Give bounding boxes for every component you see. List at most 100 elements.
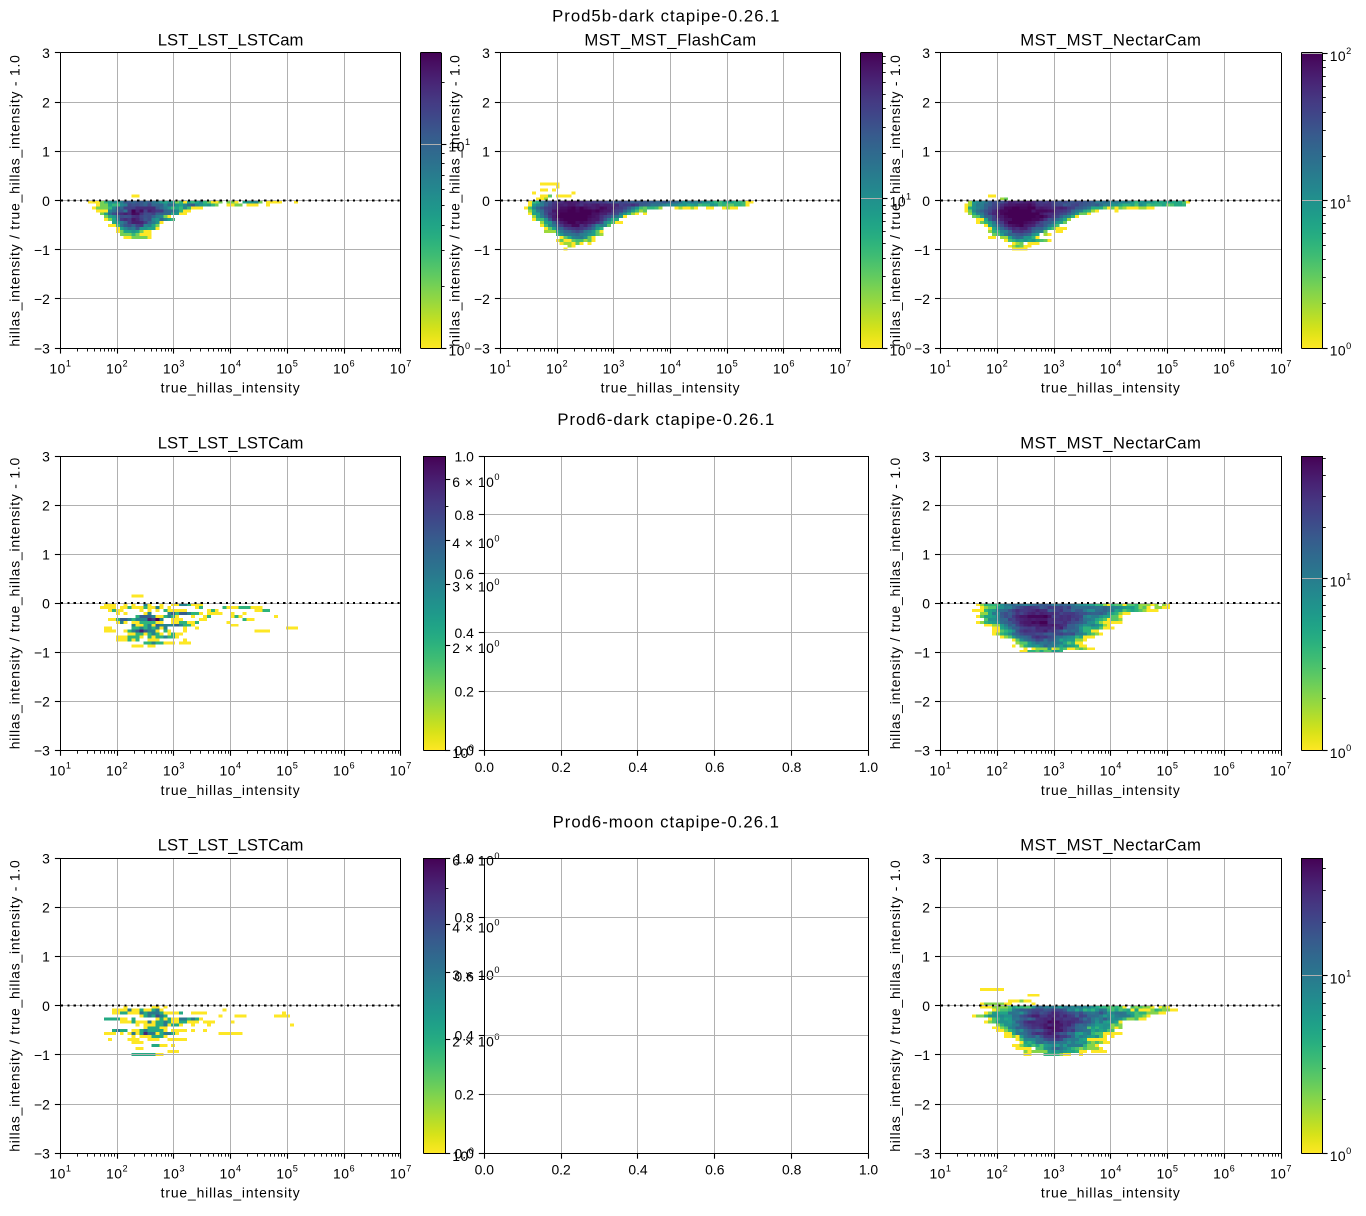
svg-text:0.8: 0.8 bbox=[782, 1162, 802, 1178]
svg-text:true_hillas_intensity: true_hillas_intensity bbox=[601, 380, 741, 396]
svg-text:−1: −1 bbox=[914, 242, 930, 258]
svg-text:1: 1 bbox=[42, 949, 50, 965]
svg-text:LST_LST_LSTCam: LST_LST_LSTCam bbox=[158, 434, 304, 453]
svg-text:103: 103 bbox=[163, 761, 185, 779]
svg-text:hillas_intensity / true_hillas: hillas_intensity / true_hillas_intensity… bbox=[887, 859, 903, 1151]
svg-text:2: 2 bbox=[922, 900, 930, 916]
svg-text:Prod6-dark ctapipe-0.26.1: Prod6-dark ctapipe-0.26.1 bbox=[557, 410, 775, 429]
svg-text:hillas_intensity / true_hillas: hillas_intensity / true_hillas_intensity… bbox=[7, 457, 23, 749]
svg-text:102: 102 bbox=[986, 1164, 1008, 1182]
svg-text:true_hillas_intensity: true_hillas_intensity bbox=[1041, 1185, 1181, 1201]
svg-text:1.0: 1.0 bbox=[859, 759, 879, 775]
svg-text:0: 0 bbox=[922, 193, 930, 209]
svg-text:−3: −3 bbox=[914, 1146, 930, 1162]
svg-text:true_hillas_intensity: true_hillas_intensity bbox=[161, 782, 301, 798]
svg-text:101: 101 bbox=[890, 192, 912, 210]
svg-text:0.2: 0.2 bbox=[454, 1087, 474, 1103]
svg-text:101: 101 bbox=[489, 359, 511, 377]
svg-text:0: 0 bbox=[42, 998, 50, 1014]
svg-text:−2: −2 bbox=[34, 1096, 50, 1112]
svg-text:LST_LST_LSTCam: LST_LST_LSTCam bbox=[158, 31, 304, 50]
svg-text:−1: −1 bbox=[34, 242, 50, 258]
svg-text:1.0: 1.0 bbox=[454, 850, 474, 866]
svg-text:true_hillas_intensity: true_hillas_intensity bbox=[161, 1185, 301, 1201]
svg-text:101: 101 bbox=[929, 761, 951, 779]
svg-text:103: 103 bbox=[163, 359, 185, 377]
svg-text:2: 2 bbox=[482, 94, 490, 110]
svg-text:106: 106 bbox=[773, 359, 795, 377]
svg-text:105: 105 bbox=[716, 359, 738, 377]
svg-text:1: 1 bbox=[42, 546, 50, 562]
svg-text:−2: −2 bbox=[914, 694, 930, 710]
svg-text:Prod5b-dark ctapipe-0.26.1: Prod5b-dark ctapipe-0.26.1 bbox=[552, 7, 780, 26]
svg-text:105: 105 bbox=[1156, 761, 1178, 779]
svg-text:6 × 100: 6 × 100 bbox=[452, 851, 500, 869]
svg-text:true_hillas_intensity: true_hillas_intensity bbox=[1041, 782, 1181, 798]
svg-text:100: 100 bbox=[452, 743, 474, 761]
svg-text:0.6: 0.6 bbox=[705, 759, 725, 775]
svg-text:hillas_intensity / true_hillas: hillas_intensity / true_hillas_intensity… bbox=[447, 54, 463, 346]
svg-text:MST_MST_NectarCam: MST_MST_NectarCam bbox=[1020, 31, 1201, 50]
svg-text:−3: −3 bbox=[34, 743, 50, 759]
svg-text:102: 102 bbox=[546, 359, 568, 377]
svg-text:102: 102 bbox=[986, 359, 1008, 377]
svg-text:0.2: 0.2 bbox=[551, 759, 571, 775]
svg-text:104: 104 bbox=[220, 761, 242, 779]
svg-text:107: 107 bbox=[1270, 359, 1292, 377]
svg-text:1: 1 bbox=[922, 949, 930, 965]
svg-text:102: 102 bbox=[106, 1164, 128, 1182]
svg-text:101: 101 bbox=[1330, 194, 1352, 212]
svg-text:0.2: 0.2 bbox=[454, 684, 474, 700]
svg-text:0.8: 0.8 bbox=[454, 909, 474, 925]
svg-text:107: 107 bbox=[390, 1164, 412, 1182]
svg-text:2: 2 bbox=[922, 497, 930, 513]
svg-text:2 × 100: 2 × 100 bbox=[452, 638, 500, 656]
svg-text:LST_LST_LSTCam: LST_LST_LSTCam bbox=[158, 836, 304, 855]
svg-text:0.0: 0.0 bbox=[454, 743, 474, 759]
svg-text:105: 105 bbox=[276, 761, 298, 779]
svg-text:Prod6-moon ctapipe-0.26.1: Prod6-moon ctapipe-0.26.1 bbox=[553, 812, 780, 831]
svg-text:101: 101 bbox=[929, 1164, 951, 1182]
svg-text:105: 105 bbox=[276, 1164, 298, 1182]
svg-text:−3: −3 bbox=[474, 340, 490, 356]
svg-text:3: 3 bbox=[42, 850, 50, 866]
svg-text:0: 0 bbox=[482, 193, 490, 209]
svg-text:103: 103 bbox=[163, 1164, 185, 1182]
svg-text:6 × 100: 6 × 100 bbox=[452, 472, 500, 490]
svg-text:0.0: 0.0 bbox=[454, 1146, 474, 1162]
svg-text:106: 106 bbox=[333, 1164, 355, 1182]
svg-text:−3: −3 bbox=[34, 1146, 50, 1162]
svg-text:106: 106 bbox=[1213, 359, 1235, 377]
svg-text:0.0: 0.0 bbox=[475, 759, 495, 775]
svg-text:hillas_intensity / true_hillas: hillas_intensity / true_hillas_intensity… bbox=[7, 859, 23, 1151]
svg-text:100: 100 bbox=[890, 341, 912, 359]
svg-text:101: 101 bbox=[49, 1164, 71, 1182]
svg-text:MST_MST_NectarCam: MST_MST_NectarCam bbox=[1020, 434, 1201, 453]
svg-text:−2: −2 bbox=[914, 291, 930, 307]
svg-text:107: 107 bbox=[1270, 761, 1292, 779]
svg-text:102: 102 bbox=[1330, 46, 1352, 64]
svg-text:102: 102 bbox=[106, 359, 128, 377]
svg-text:0.4: 0.4 bbox=[628, 759, 648, 775]
svg-text:103: 103 bbox=[1043, 761, 1065, 779]
svg-text:1.0: 1.0 bbox=[454, 448, 474, 464]
svg-text:106: 106 bbox=[1213, 1164, 1235, 1182]
svg-text:100: 100 bbox=[1330, 1146, 1352, 1164]
svg-text:−2: −2 bbox=[34, 291, 50, 307]
svg-text:1.0: 1.0 bbox=[859, 1162, 879, 1178]
svg-text:3: 3 bbox=[922, 850, 930, 866]
svg-text:106: 106 bbox=[333, 359, 355, 377]
svg-text:3: 3 bbox=[42, 45, 50, 61]
svg-text:102: 102 bbox=[986, 761, 1008, 779]
svg-text:4 × 100: 4 × 100 bbox=[452, 918, 500, 936]
svg-text:−3: −3 bbox=[34, 340, 50, 356]
svg-text:hillas_intensity / true_hillas: hillas_intensity / true_hillas_intensity… bbox=[887, 54, 903, 346]
svg-text:101: 101 bbox=[449, 137, 471, 155]
svg-text:−3: −3 bbox=[914, 340, 930, 356]
svg-text:2: 2 bbox=[922, 94, 930, 110]
svg-text:MST_MST_FlashCam: MST_MST_FlashCam bbox=[584, 31, 756, 50]
svg-text:0.6: 0.6 bbox=[454, 968, 474, 984]
svg-text:103: 103 bbox=[1043, 359, 1065, 377]
svg-text:101: 101 bbox=[49, 761, 71, 779]
svg-text:100: 100 bbox=[1330, 341, 1352, 359]
